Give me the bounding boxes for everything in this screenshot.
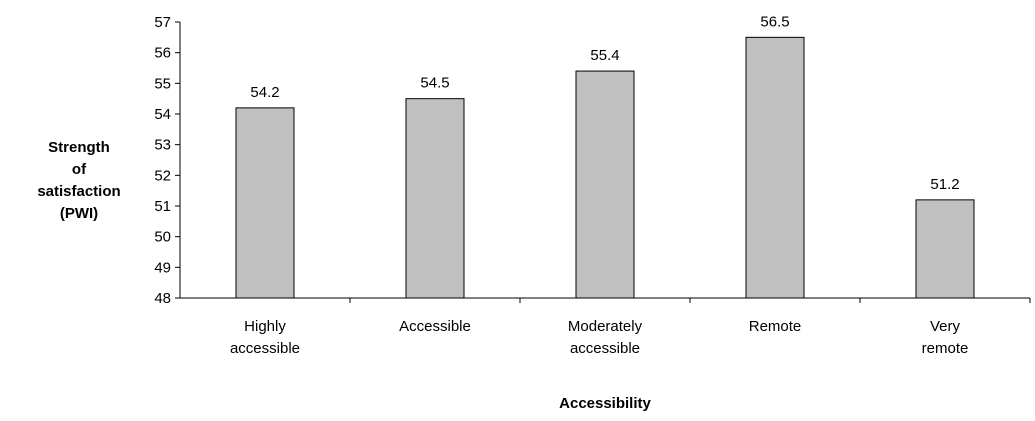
y-tick-label: 52 (154, 167, 171, 184)
bar-data-label: 54.5 (420, 75, 449, 92)
y-axis-ticks: 48 49 50 51 52 53 54 55 56 57 (154, 14, 180, 307)
x-axis-title: Accessibility (559, 395, 651, 412)
y-tick-label: 49 (154, 259, 171, 276)
y-tick-label: 48 (154, 290, 171, 307)
y-tick-label: 50 (154, 229, 171, 246)
bar-data-label: 55.4 (590, 47, 619, 64)
bar-data-label: 54.2 (250, 84, 279, 101)
y-tick-label: 55 (154, 75, 171, 92)
y-axis-title-text: Strength of satisfaction (PWI) (37, 139, 120, 222)
x-category-label: Very remote (922, 318, 969, 357)
data-labels: 54.2 54.5 55.4 56.5 51.2 (250, 13, 959, 193)
bar-data-label: 51.2 (930, 176, 959, 193)
y-tick-label: 57 (154, 14, 171, 31)
x-category-label: Moderately accessible (568, 318, 643, 357)
x-axis-category-labels: Highly accessible Accessible Moderately acce… (230, 298, 1031, 357)
bar (915, 199, 975, 299)
y-tick-label: 54 (154, 106, 171, 123)
bar (575, 70, 635, 299)
bar-data-label: 56.5 (760, 13, 789, 30)
y-tick-label: 56 (154, 45, 171, 62)
bar (745, 36, 805, 299)
x-category-label: Remote (749, 318, 802, 335)
y-axis-title: Strength of satisfaction (PWI) (37, 139, 120, 222)
y-tick-label: 53 (154, 137, 171, 154)
y-tick-label: 51 (154, 198, 171, 215)
x-category-label: Highly accessible (230, 318, 300, 357)
bar (405, 98, 465, 299)
bar (235, 107, 295, 299)
x-category-label: Accessible (399, 318, 471, 335)
bars (235, 36, 975, 299)
